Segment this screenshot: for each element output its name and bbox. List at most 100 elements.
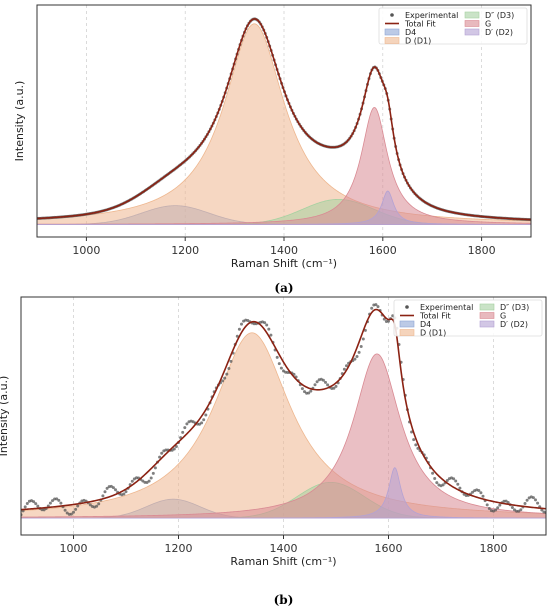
legend-label: D (D1): [420, 328, 446, 337]
experimental-point: [221, 379, 225, 383]
experimental-point: [97, 502, 101, 506]
experimental-point: [55, 497, 59, 501]
legend-marker: [405, 305, 409, 309]
experimental-point: [269, 333, 273, 337]
experimental-point: [151, 471, 155, 475]
legend-label: Total Fit: [404, 19, 436, 28]
experimental-point: [105, 486, 109, 490]
experimental-point: [410, 430, 414, 434]
experimental-point: [313, 383, 317, 387]
experimental-point: [40, 508, 44, 512]
experimental-point: [494, 508, 498, 512]
legend-marker: [464, 20, 480, 27]
legend-label: D4: [420, 320, 431, 329]
x-axis-label: Raman Shift (cm⁻¹): [231, 257, 337, 270]
experimental-point: [23, 505, 27, 509]
experimental-point: [513, 508, 516, 512]
experimental-point: [416, 446, 420, 450]
experimental-point: [240, 322, 243, 326]
experimental-point: [32, 500, 36, 504]
experimental-point: [382, 317, 386, 321]
experimental-point: [237, 327, 241, 331]
experimental-point: [252, 322, 256, 326]
component-g: [21, 353, 546, 519]
experimental-point: [263, 321, 267, 325]
component-d-d1: [37, 23, 531, 225]
legend-label: G: [500, 311, 506, 320]
x-axis-label: Raman Shift (cm⁻¹): [230, 555, 336, 568]
legend-entry-d-d3: D″ (D3): [479, 303, 529, 312]
experimental-point: [275, 355, 279, 359]
x-tick-label: 1000: [60, 542, 88, 555]
legend-entry-d4: D4: [384, 28, 416, 37]
experimental-point: [355, 355, 359, 359]
series-total-fit: [37, 18, 531, 221]
legend-entry-d-d3: D″ (D3): [464, 11, 514, 20]
legend-marker: [479, 320, 495, 328]
x-tick-label: 1400: [270, 244, 298, 257]
x-tick-label: 1600: [375, 542, 403, 555]
component-g: [37, 107, 531, 225]
legend-marker: [479, 312, 495, 319]
experimental-point: [456, 482, 460, 486]
legend-entry-total-fit: Total Fit: [400, 311, 451, 320]
experimental-point: [370, 306, 374, 310]
experimental-point: [324, 380, 327, 384]
x-tick-label: 1200: [171, 244, 199, 257]
experimental-point: [164, 448, 168, 452]
experimental-point: [519, 508, 523, 512]
x-tick-label: 1000: [72, 244, 100, 257]
experimental-point: [225, 372, 229, 376]
plot-area: [21, 303, 546, 519]
experimental-point: [353, 357, 357, 361]
chart-panel-a: 1000 1200 1400 1600 1800 Raman Shift (cm⁻¹) In…: [13, 4, 532, 295]
legend-label: D (D1): [405, 36, 431, 45]
legend-marker: [464, 28, 480, 36]
experimental-point: [69, 512, 73, 516]
experimental-point: [523, 502, 527, 506]
experimental-point: [332, 386, 336, 390]
experimental-point: [286, 370, 290, 374]
legend-entry-d-d2: D′ (D2): [479, 320, 528, 329]
experimental-point: [357, 350, 361, 354]
experimental-point: [185, 422, 189, 426]
experimental-point: [72, 510, 75, 514]
legend-marker: [464, 11, 480, 19]
legend-entry-d-d1: D (D1): [399, 328, 446, 337]
legend-box: [393, 299, 543, 337]
legend-label: D4: [405, 28, 416, 37]
experimental-point: [57, 498, 61, 502]
experimental-point: [391, 314, 395, 318]
legend-entry-d4: D4: [399, 320, 431, 329]
legend-marker: [399, 329, 415, 336]
legend-marker: [390, 13, 394, 17]
experimental-point: [227, 367, 231, 371]
y-axis-label: Intensity (a.u.): [13, 81, 26, 162]
experimental-point: [158, 455, 162, 459]
legend-box: [378, 7, 528, 45]
component-d-d2: [37, 190, 531, 225]
experimental-point: [326, 383, 330, 387]
experimental-point: [517, 509, 521, 513]
x-tick-label: 1600: [369, 244, 397, 257]
legend-entry-d-d2: D′ (D2): [464, 28, 513, 37]
legend-entry-experimental: Experimental: [405, 303, 473, 312]
experimental-point: [534, 498, 537, 502]
x-tick-label: 1200: [165, 542, 193, 555]
experimental-point: [376, 305, 380, 309]
experimental-point: [435, 481, 439, 485]
experimental-point: [536, 501, 540, 505]
experimental-point: [153, 466, 157, 470]
experimental-point: [114, 488, 117, 492]
experimental-point: [433, 476, 437, 480]
experimental-point: [458, 486, 462, 490]
experimental-point: [315, 380, 319, 384]
experimental-point: [363, 328, 367, 332]
experimental-point: [445, 479, 449, 483]
experimental-point: [303, 390, 306, 394]
experimental-point: [147, 479, 151, 483]
experimental-point: [95, 504, 99, 508]
legend-marker: [399, 320, 415, 328]
